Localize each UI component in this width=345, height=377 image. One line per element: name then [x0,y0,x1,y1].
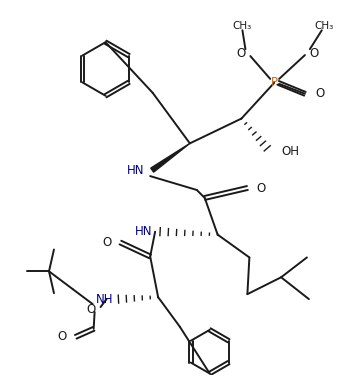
Text: OH: OH [281,145,299,158]
Text: O: O [316,87,325,100]
Text: CH₃: CH₃ [233,21,252,31]
Text: HN: HN [135,225,152,238]
Text: P: P [271,77,278,89]
Text: O: O [309,47,318,60]
Text: HN: HN [127,164,144,177]
Text: NH: NH [96,293,114,306]
Text: O: O [86,302,96,316]
Text: O: O [236,47,245,60]
Text: O: O [102,236,111,249]
Text: O: O [58,330,67,343]
Text: CH₃: CH₃ [314,21,333,31]
Polygon shape [151,143,190,172]
Text: O: O [256,181,266,195]
